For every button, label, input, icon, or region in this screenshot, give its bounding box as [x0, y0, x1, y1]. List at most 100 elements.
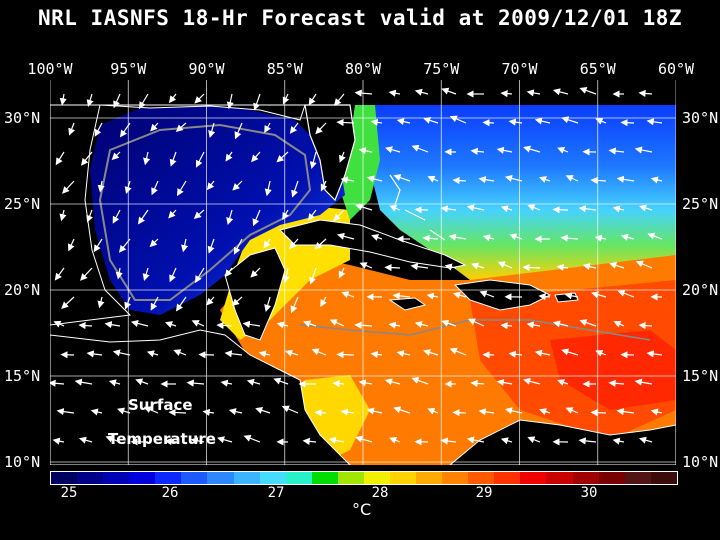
wind-arrow — [448, 233, 467, 241]
wind-arrow — [119, 122, 131, 138]
wind-arrow — [194, 93, 205, 104]
wind-arrow — [173, 349, 187, 356]
wind-arrow — [500, 90, 513, 98]
wind-arrow — [385, 146, 401, 154]
colorbar-swatch — [572, 472, 599, 484]
wind-arrow — [538, 292, 551, 301]
wind-arrow — [646, 118, 663, 126]
wind-arrow — [289, 238, 299, 250]
wind-arrow — [307, 209, 317, 221]
wind-arrow — [616, 408, 635, 416]
wind-arrow — [538, 408, 551, 416]
wind-arrow — [164, 321, 177, 328]
colorbar-swatch — [207, 472, 234, 484]
longitude-label: 65°W — [579, 60, 616, 78]
wind-arrow — [466, 204, 485, 212]
colorbar-swatch — [650, 472, 677, 484]
wind-arrow — [595, 350, 607, 357]
wind-arrow — [341, 291, 355, 299]
wind-arrow — [108, 379, 121, 387]
wind-arrow — [86, 93, 94, 108]
colorbar-swatch — [442, 472, 469, 484]
wind-arrow — [565, 407, 579, 414]
wind-arrow — [500, 205, 513, 213]
colorbar-swatch — [598, 472, 625, 484]
wind-arrow — [176, 180, 187, 197]
wind-arrow — [332, 380, 345, 388]
jamaica — [388, 297, 427, 311]
wind-arrow — [336, 118, 355, 127]
wind-arrow — [500, 322, 513, 330]
wind-arrow — [146, 350, 159, 358]
wind-arrow — [86, 350, 103, 358]
longitude-label: 85°W — [266, 60, 303, 78]
wind-arrow — [634, 378, 653, 386]
wind-arrow — [302, 437, 317, 445]
longitude-label: 95°W — [110, 60, 147, 78]
wind-arrow — [124, 296, 132, 310]
wind-arrow — [105, 435, 121, 443]
wind-arrow — [340, 408, 355, 416]
overlay-label-temperature: Temperature — [108, 430, 216, 448]
wind-arrow — [61, 296, 75, 309]
wind-arrow — [634, 146, 653, 154]
colorbar-tick-label: 26 — [161, 485, 179, 501]
wind-arrow — [150, 122, 159, 132]
florida-current-band — [340, 105, 380, 220]
wind-arrow — [59, 93, 67, 106]
wind-arrow — [112, 209, 121, 224]
wind-arrow — [225, 151, 233, 162]
wind-arrow — [97, 180, 105, 193]
wind-arrow — [232, 180, 243, 191]
wind-arrow — [194, 267, 205, 284]
wind-arrow — [112, 349, 131, 357]
colorbar-swatch — [103, 472, 130, 484]
bahamas — [389, 174, 446, 241]
wind-arrow — [449, 115, 467, 124]
wind-arrow — [638, 321, 653, 330]
wind-arrow — [68, 122, 76, 136]
wind-arrow — [635, 260, 653, 269]
wind-arrow — [354, 89, 373, 97]
wind-arrow — [255, 406, 271, 414]
wind-arrow — [93, 238, 103, 253]
wind-arrow — [333, 93, 345, 106]
cuba — [279, 219, 467, 269]
colorbar-swatch — [51, 472, 78, 484]
wind-arrow — [478, 176, 495, 184]
wind-arrow — [578, 437, 597, 445]
wind-arrow — [423, 349, 439, 356]
wind-arrow — [115, 267, 123, 280]
wind-arrow — [411, 377, 429, 385]
wind-arrow — [496, 146, 513, 154]
wind-arrow — [78, 321, 93, 330]
wind-arrow — [309, 267, 317, 285]
wind-arrow — [452, 409, 467, 417]
wind-arrow — [336, 351, 355, 359]
wind-arrow — [216, 321, 233, 330]
wind-arrow — [620, 233, 635, 241]
wind-arrow — [609, 261, 625, 269]
wind-arrow — [366, 175, 383, 183]
wind-arrow — [231, 296, 243, 306]
wind-arrow — [556, 263, 569, 271]
wind-arrow — [54, 267, 65, 281]
wind-arrow — [337, 232, 355, 240]
wind-arrow — [389, 205, 401, 212]
wind-arrow — [251, 151, 261, 163]
wind-arrow — [55, 151, 65, 166]
wind-arrow — [50, 379, 65, 387]
latitude-label: 25°N — [682, 195, 719, 213]
wind-arrow — [496, 378, 513, 387]
wind-arrow — [168, 408, 187, 417]
wind-arrow — [340, 176, 355, 184]
wind-arrow — [284, 349, 299, 357]
wind-arrow — [303, 320, 317, 328]
wind-arrow — [206, 296, 215, 306]
wind-arrow — [113, 93, 121, 109]
wind-arrow — [526, 321, 541, 329]
wind-arrow — [452, 176, 467, 185]
wind-arrow — [138, 93, 149, 110]
wind-arrow — [427, 407, 439, 415]
wind-arrow — [338, 267, 346, 279]
